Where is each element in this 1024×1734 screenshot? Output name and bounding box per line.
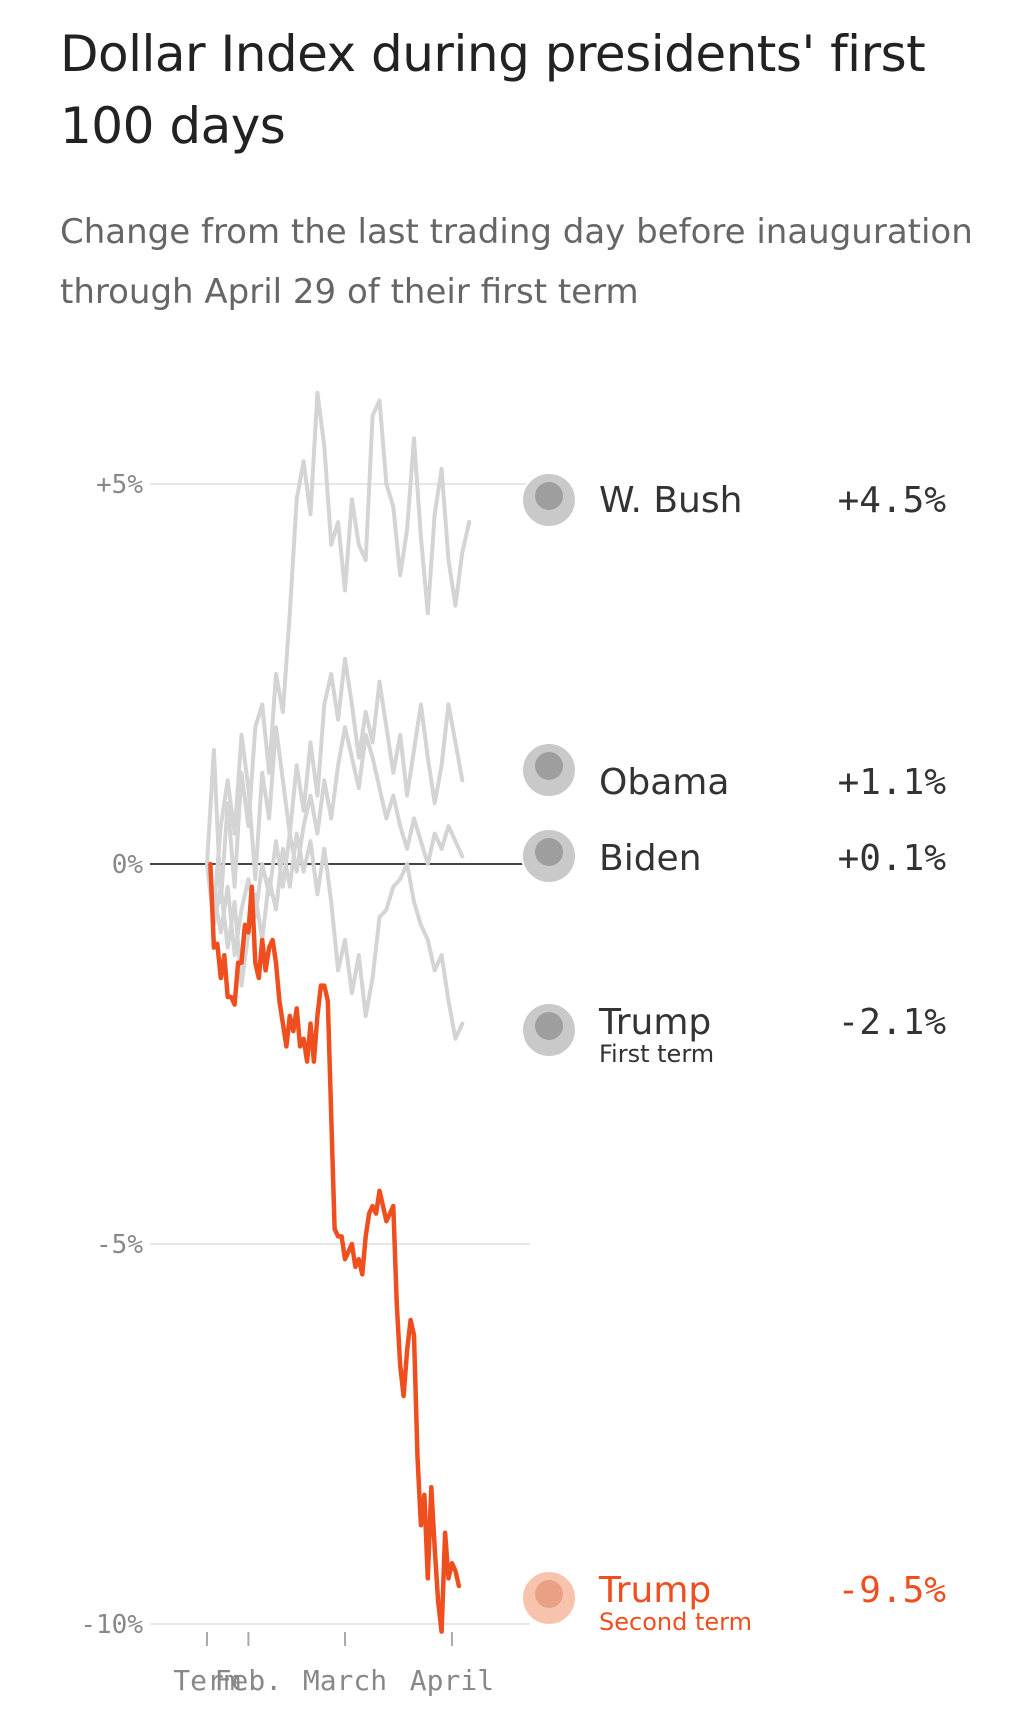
series-line <box>205 390 472 904</box>
series-value-label: -2.1% <box>838 1002 947 1043</box>
series-line <box>205 725 465 958</box>
x-tick-label: April <box>410 1664 494 1697</box>
series-name-label: Trump <box>598 1570 711 1611</box>
chart-subtitle: Change from the last trading day before … <box>60 212 973 312</box>
series-sub-label: First term <box>599 1040 714 1068</box>
portrait-face <box>535 752 563 780</box>
series-label-group: Obama +1.1% <box>521 742 947 803</box>
y-tick-label: 0% <box>112 850 144 880</box>
series-value-label: +4.5% <box>838 480 947 521</box>
series-line <box>208 861 462 1634</box>
series-value-label: -9.5% <box>838 1570 947 1611</box>
series-name-label: Obama <box>599 762 729 803</box>
series-labels: W. Bush +4.5%Obama +1.1%Biden +0.1%TrumpFir… <box>521 472 947 1636</box>
y-tick-label: -10% <box>80 1610 143 1640</box>
y-tick-label: -5% <box>96 1230 143 1260</box>
series-line <box>205 656 465 912</box>
series-lines <box>205 390 472 1634</box>
x-tick-label: Term <box>173 1664 240 1697</box>
y-tick-label: +5% <box>96 470 143 500</box>
gridlines <box>150 483 530 1625</box>
series-name-label: Biden <box>599 838 702 879</box>
x-tick-label: Feb. <box>215 1664 282 1697</box>
portrait-face <box>535 1580 563 1608</box>
series-name-label: Trump <box>598 1002 711 1043</box>
series-name-label: W. Bush <box>599 480 742 521</box>
series-sub-label: Second term <box>599 1608 752 1636</box>
chart-title: Dollar Index during presidents' first 10… <box>60 25 926 155</box>
series-label-group: W. Bush +4.5% <box>521 472 947 528</box>
series-value-label: +0.1% <box>838 838 947 879</box>
series-value-label: +1.1% <box>838 762 947 803</box>
series-label-group: Biden +0.1% <box>521 828 947 884</box>
portrait-face <box>535 838 563 866</box>
portrait-face <box>535 1012 563 1040</box>
portrait-face <box>535 482 563 510</box>
x-tick-label: March <box>303 1664 387 1697</box>
